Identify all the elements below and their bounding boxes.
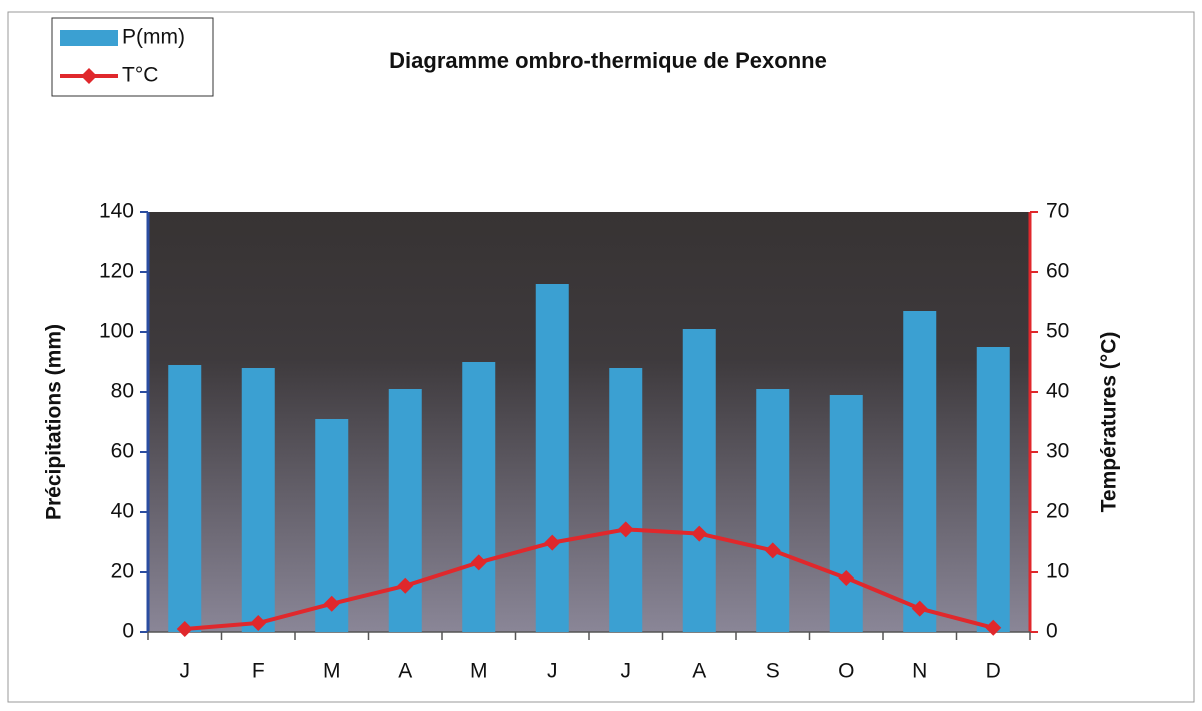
- marker: [397, 577, 414, 594]
- marker: [764, 542, 781, 559]
- legend-label: T°C: [122, 64, 158, 87]
- y-tick-label: 80: [111, 380, 134, 403]
- y-tick-label: 40: [111, 500, 134, 523]
- y2-tick-label: 0: [1046, 620, 1058, 643]
- y2-tick-label: 70: [1046, 200, 1069, 223]
- bar: [241, 368, 275, 632]
- marker: [911, 600, 928, 617]
- bar: [682, 329, 716, 632]
- bar: [462, 362, 496, 632]
- y2-tick-label: 30: [1046, 440, 1069, 463]
- y2-tick-label: 40: [1046, 380, 1069, 403]
- y2-tick-label: 50: [1046, 320, 1069, 343]
- y-tick-label: 140: [99, 200, 134, 223]
- bar: [903, 311, 937, 632]
- x-tick-label: J: [180, 660, 191, 683]
- marker: [544, 534, 561, 551]
- legend-label: P(mm): [122, 26, 185, 49]
- y-tick-label: 60: [111, 440, 134, 463]
- line: [184, 527, 994, 631]
- x-tick-label: O: [838, 660, 854, 683]
- marker: [323, 595, 340, 612]
- y2-tick-label: 20: [1046, 500, 1069, 523]
- x-tick-label: N: [912, 660, 927, 683]
- x-tick-label: S: [766, 660, 780, 683]
- y-axis-label: Précipitations (mm): [43, 324, 66, 520]
- legend-swatch: [60, 30, 118, 46]
- x-tick-label: A: [692, 660, 706, 683]
- bar: [829, 395, 863, 632]
- marker: [691, 525, 708, 542]
- marker: [617, 521, 634, 538]
- x-tick-label: M: [323, 660, 341, 683]
- bar: [609, 368, 643, 632]
- marker: [250, 615, 267, 631]
- y2-tick-label: 10: [1046, 560, 1069, 583]
- bar: [388, 389, 422, 632]
- y2-tick-label: 60: [1046, 260, 1069, 283]
- x-tick-label: A: [398, 660, 412, 683]
- y-tick-label: 120: [99, 260, 134, 283]
- y-tick-label: 100: [99, 320, 134, 343]
- x-tick-label: D: [986, 660, 1001, 683]
- bar: [535, 284, 569, 632]
- marker: [985, 619, 1002, 636]
- marker: [838, 570, 855, 586]
- x-tick-label: F: [252, 660, 265, 683]
- bar: [976, 347, 1010, 632]
- x-tick-label: J: [621, 660, 632, 683]
- y-tick-label: 20: [111, 560, 134, 583]
- plot-area: [148, 212, 1030, 632]
- legend-marker: [81, 68, 97, 84]
- y-tick-label: 0: [122, 620, 134, 643]
- bar: [756, 389, 790, 632]
- marker: [470, 554, 487, 571]
- marker: [176, 621, 193, 637]
- x-tick-label: J: [547, 660, 558, 683]
- chart-title: Diagramme ombro-thermique de Pexonne: [389, 48, 827, 73]
- bar: [168, 365, 202, 632]
- y2-axis-label: Températures (°C): [1098, 332, 1121, 513]
- x-tick-label: M: [470, 660, 488, 683]
